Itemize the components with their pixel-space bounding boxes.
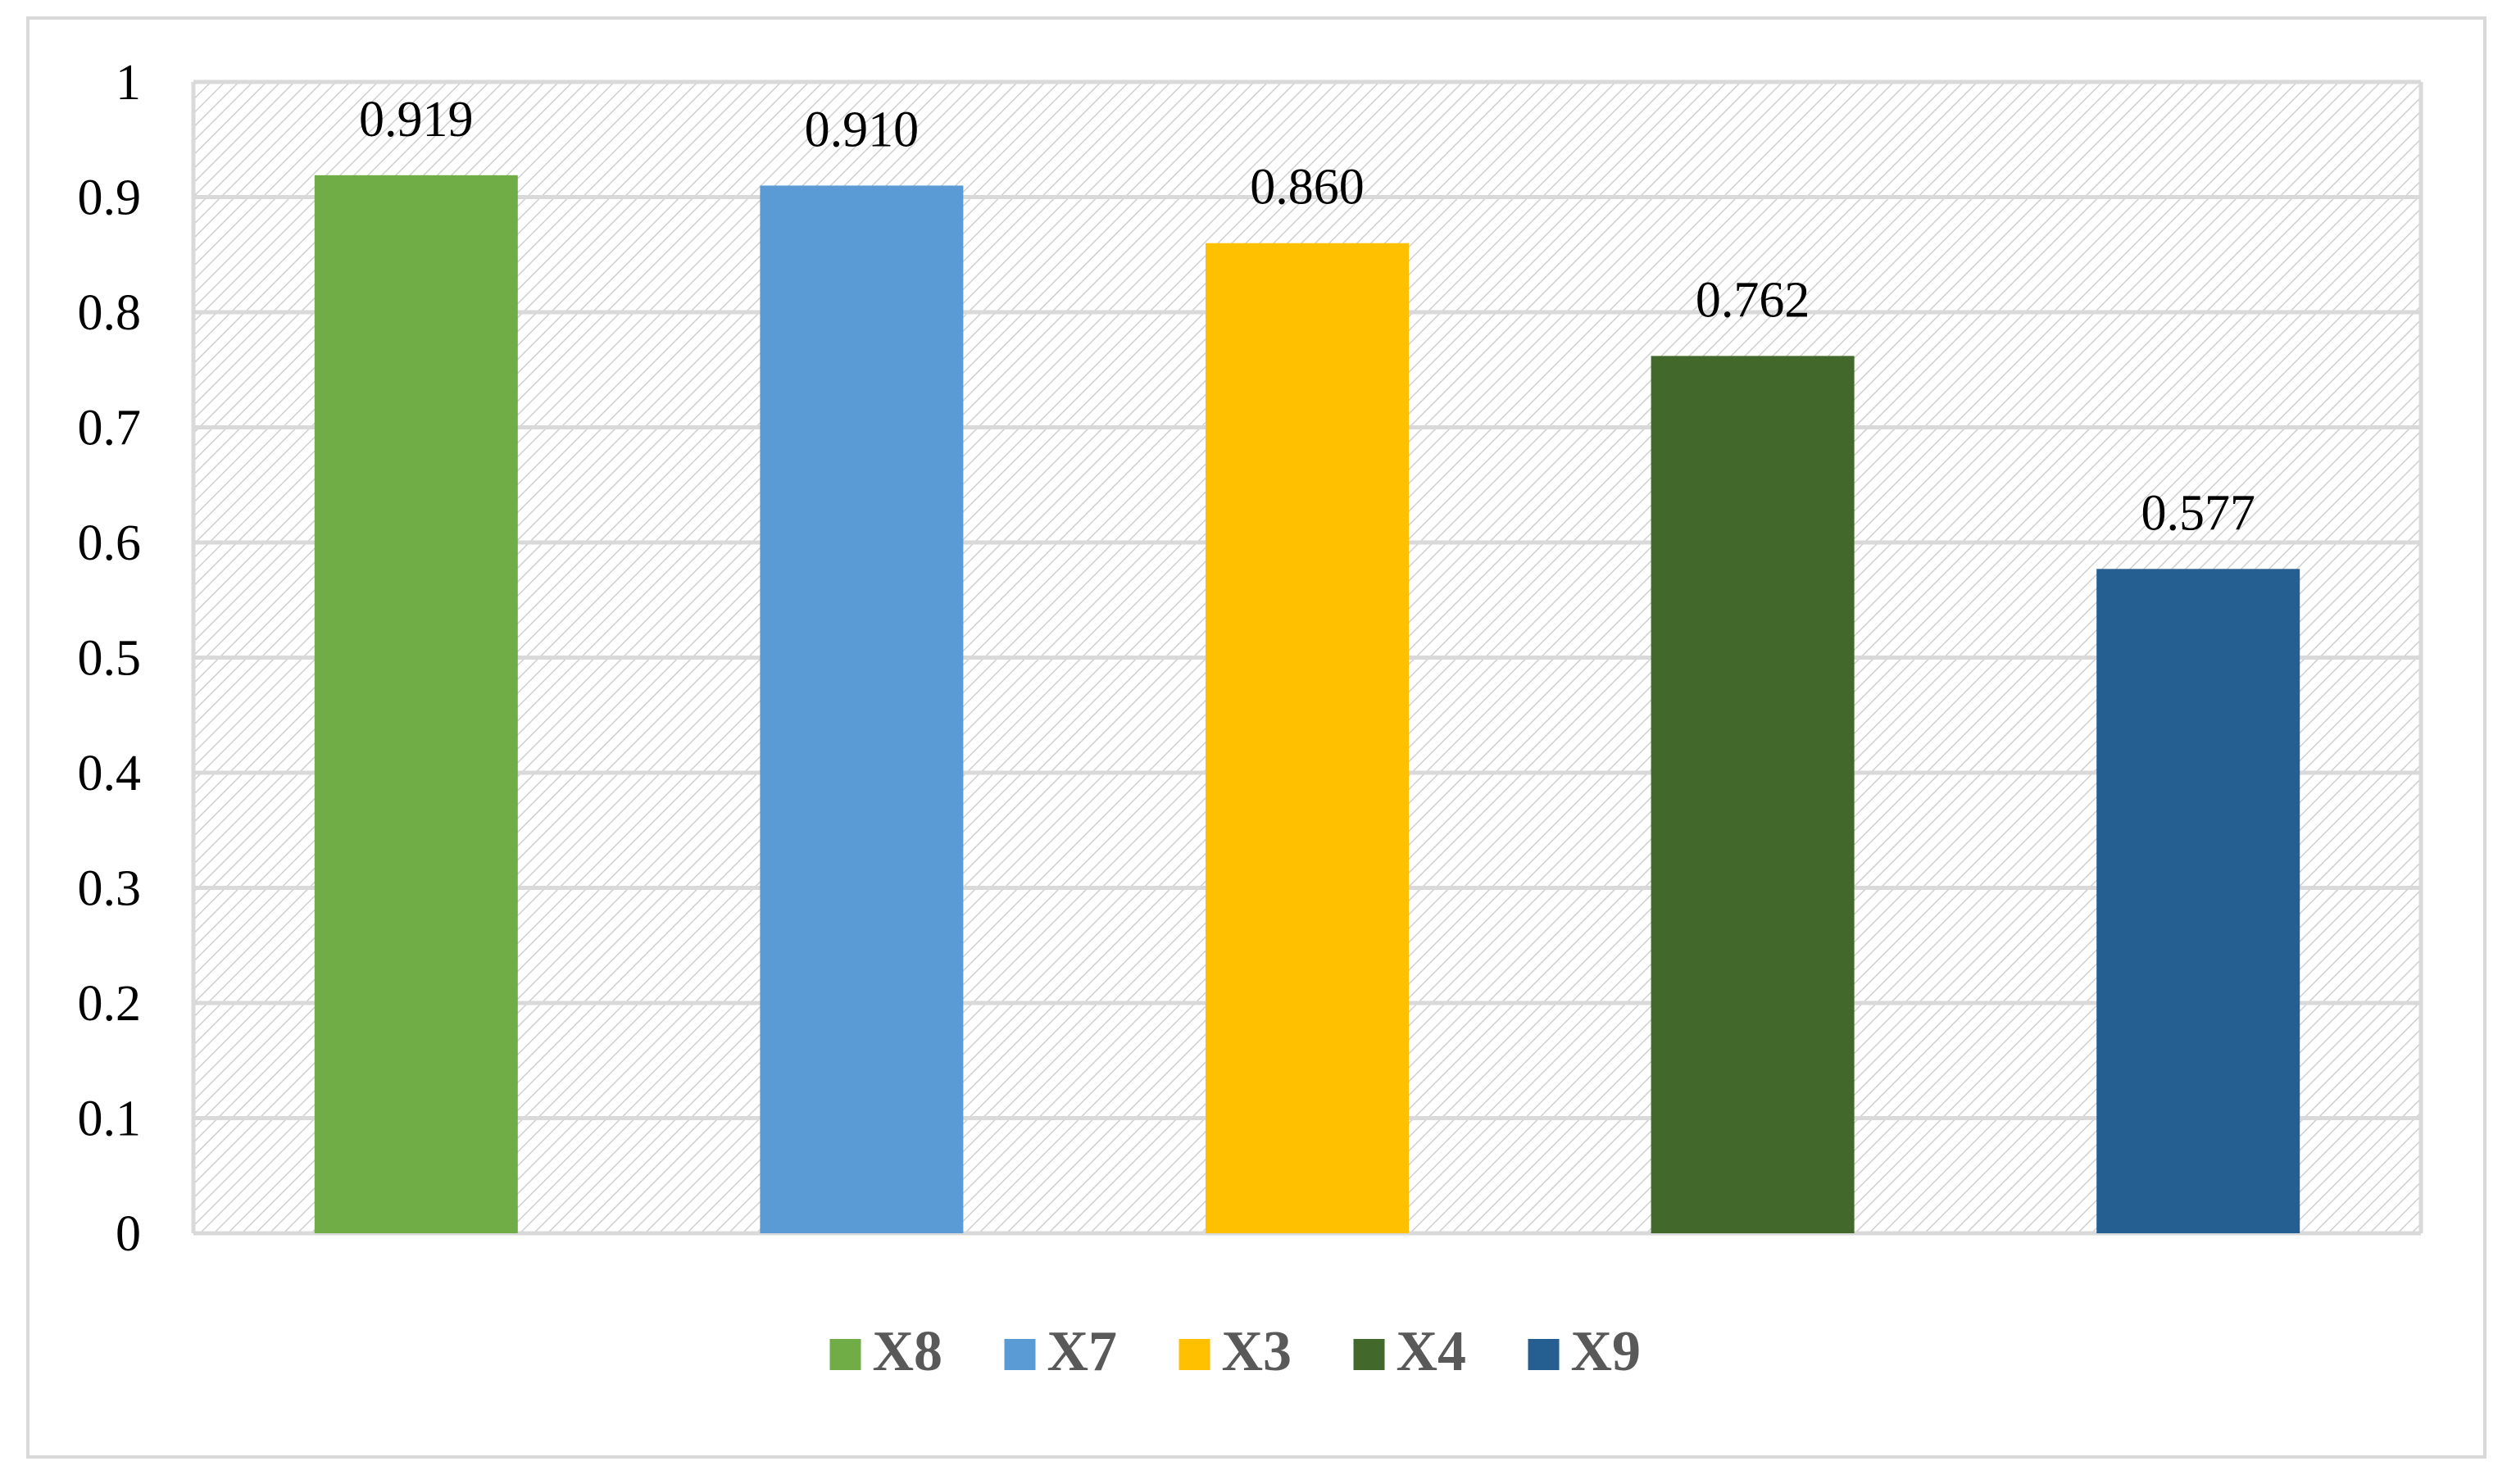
y-tick-label: 0.4 xyxy=(78,746,142,801)
data-label: 0.919 xyxy=(359,92,474,147)
y-tick-label: 0.5 xyxy=(78,631,142,687)
bar-x8 xyxy=(314,175,518,1234)
legend-swatch xyxy=(1353,1339,1385,1370)
legend-swatch xyxy=(1004,1339,1036,1370)
data-label: 0.577 xyxy=(2141,485,2255,541)
bar-x9 xyxy=(2096,569,2300,1233)
data-label: 0.910 xyxy=(805,102,920,157)
y-tick-label: 0.6 xyxy=(78,515,142,571)
bar-x7 xyxy=(760,185,964,1234)
y-tick-label: 0.1 xyxy=(78,1091,142,1147)
bar-x3 xyxy=(1206,243,1409,1234)
y-tick-label: 1 xyxy=(116,55,141,111)
legend-label: X3 xyxy=(1222,1320,1292,1383)
y-tick-label: 0.9 xyxy=(78,170,142,226)
legend-item-x4: X4 xyxy=(1353,1320,1467,1383)
legend-swatch xyxy=(829,1339,861,1370)
legend-item-x8: X8 xyxy=(829,1320,943,1383)
legend-item-x7: X7 xyxy=(1004,1320,1118,1383)
data-label: 0.860 xyxy=(1250,160,1365,216)
y-tick-label: 0.3 xyxy=(78,861,142,917)
legend-swatch xyxy=(1179,1339,1210,1370)
data-label: 0.762 xyxy=(1696,272,1810,328)
legend-label: X9 xyxy=(1571,1320,1642,1383)
y-tick-label: 0.2 xyxy=(78,976,142,1032)
y-tick-label: 0.8 xyxy=(78,285,142,341)
legend-label: X7 xyxy=(1047,1320,1118,1383)
y-tick-label: 0 xyxy=(116,1206,141,1262)
legend-item-x9: X9 xyxy=(1528,1320,1642,1383)
legend-label: X4 xyxy=(1397,1320,1467,1383)
y-tick-label: 0.7 xyxy=(78,401,142,456)
bar-x4 xyxy=(1651,356,1855,1233)
legend-label: X8 xyxy=(873,1320,943,1383)
legend-item-x3: X3 xyxy=(1179,1320,1292,1383)
legend-swatch xyxy=(1528,1339,1560,1370)
